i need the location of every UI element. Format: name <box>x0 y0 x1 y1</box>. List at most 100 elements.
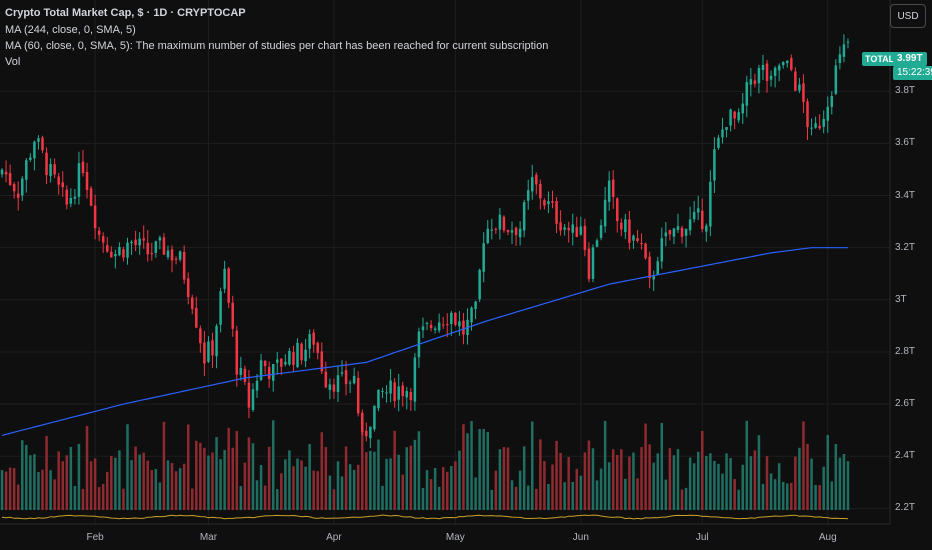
candle-body[interactable] <box>636 238 639 241</box>
candle-body[interactable] <box>65 189 69 205</box>
candle-body[interactable] <box>433 328 437 330</box>
candle-body[interactable] <box>709 181 712 227</box>
candle-body[interactable] <box>57 176 60 185</box>
candle-body[interactable] <box>182 251 186 280</box>
candle-body[interactable] <box>814 123 817 128</box>
candle-body[interactable] <box>203 342 206 364</box>
candle-body[interactable] <box>405 391 409 398</box>
candle-body[interactable] <box>737 112 740 121</box>
candle-body[interactable] <box>12 184 16 192</box>
candle-body[interactable] <box>790 58 793 70</box>
candle-body[interactable] <box>826 106 829 121</box>
candle-body[interactable] <box>170 249 174 261</box>
candle-body[interactable] <box>705 225 708 232</box>
candle-body[interactable] <box>247 382 251 408</box>
candle-body[interactable] <box>777 65 781 71</box>
candle-body[interactable] <box>794 71 797 91</box>
candle-body[interactable] <box>304 349 307 362</box>
candle-body[interactable] <box>174 258 178 260</box>
candle-body[interactable] <box>660 238 664 262</box>
candle-body[interactable] <box>377 389 380 409</box>
candle-body[interactable] <box>89 188 93 206</box>
candle-body[interactable] <box>162 237 166 255</box>
candle-body[interactable] <box>61 182 64 188</box>
candle-body[interactable] <box>186 278 190 298</box>
candle-body[interactable] <box>450 312 453 324</box>
candle-body[interactable] <box>842 44 846 57</box>
candle-body[interactable] <box>539 184 542 199</box>
volume-legend[interactable]: Vol <box>5 56 21 68</box>
candle-body[interactable] <box>126 242 129 258</box>
candle-body[interactable] <box>786 60 789 64</box>
candle-body[interactable] <box>713 149 716 181</box>
candle-body[interactable] <box>664 232 668 237</box>
candle-body[interactable] <box>328 384 332 390</box>
candle-body[interactable] <box>154 241 158 253</box>
candle-body[interactable] <box>352 375 356 384</box>
candle-body[interactable] <box>599 225 603 238</box>
candle-body[interactable] <box>692 212 696 220</box>
candle-body[interactable] <box>280 358 283 367</box>
candle-body[interactable] <box>745 82 749 106</box>
candle-body[interactable] <box>191 297 194 310</box>
candle-body[interactable] <box>648 256 651 279</box>
candle-body[interactable] <box>583 225 587 250</box>
candle-body[interactable] <box>454 312 457 325</box>
candle-body[interactable] <box>607 180 611 202</box>
candle-body[interactable] <box>312 332 315 345</box>
candle-body[interactable] <box>207 341 210 362</box>
candle-body[interactable] <box>195 307 198 328</box>
candle-body[interactable] <box>4 171 8 175</box>
candle-body[interactable] <box>531 177 534 192</box>
candle-body[interactable] <box>425 323 429 325</box>
candle-body[interactable] <box>672 228 676 237</box>
candle-body[interactable] <box>429 324 433 329</box>
candle-body[interactable] <box>547 201 550 205</box>
candle-body[interactable] <box>567 227 570 231</box>
candle-body[interactable] <box>263 360 267 367</box>
candle-body[interactable] <box>498 214 502 230</box>
ma-244-legend[interactable]: MA (244, close, 0, SMA, 5) <box>5 24 136 36</box>
candle-body[interactable] <box>49 163 52 177</box>
candle-body[interactable] <box>680 227 684 237</box>
candle-body[interactable] <box>522 202 526 231</box>
candle-body[interactable] <box>781 62 785 66</box>
candle-body[interactable] <box>830 95 834 107</box>
candle-body[interactable] <box>628 219 631 243</box>
candle-body[interactable] <box>211 340 214 356</box>
candle-body[interactable] <box>16 193 20 198</box>
candle-body[interactable] <box>296 342 299 368</box>
candle-body[interactable] <box>69 198 73 204</box>
candle-body[interactable] <box>409 392 413 401</box>
candle-body[interactable] <box>267 367 271 379</box>
candle-body[interactable] <box>688 219 692 231</box>
candle-body[interactable] <box>741 103 744 114</box>
candle-body[interactable] <box>559 222 562 231</box>
candle-body[interactable] <box>437 322 441 331</box>
candle-body[interactable] <box>482 243 485 272</box>
candle-body[interactable] <box>822 119 825 127</box>
candle-body[interactable] <box>563 227 566 230</box>
candle-body[interactable] <box>846 41 850 43</box>
candle-body[interactable] <box>446 324 449 326</box>
candle-body[interactable] <box>603 199 607 227</box>
candle-body[interactable] <box>393 382 396 402</box>
candle-body[interactable] <box>292 352 295 365</box>
candle-body[interactable] <box>701 210 704 230</box>
candle-body[interactable] <box>0 169 4 175</box>
candle-body[interactable] <box>462 320 465 335</box>
candle-body[interactable] <box>231 302 234 329</box>
candle-body[interactable] <box>53 164 56 175</box>
candle-body[interactable] <box>806 101 809 128</box>
candle-body[interactable] <box>146 242 149 255</box>
candle-body[interactable] <box>114 254 117 257</box>
candle-body[interactable] <box>640 242 643 244</box>
candle-body[interactable] <box>611 179 615 197</box>
candle-body[interactable] <box>397 386 400 400</box>
candle-body[interactable] <box>676 226 680 230</box>
candle-body[interactable] <box>130 241 133 244</box>
candle-body[interactable] <box>235 330 239 375</box>
candle-body[interactable] <box>320 351 324 372</box>
candle-body[interactable] <box>510 230 514 233</box>
candle-body[interactable] <box>729 109 732 126</box>
